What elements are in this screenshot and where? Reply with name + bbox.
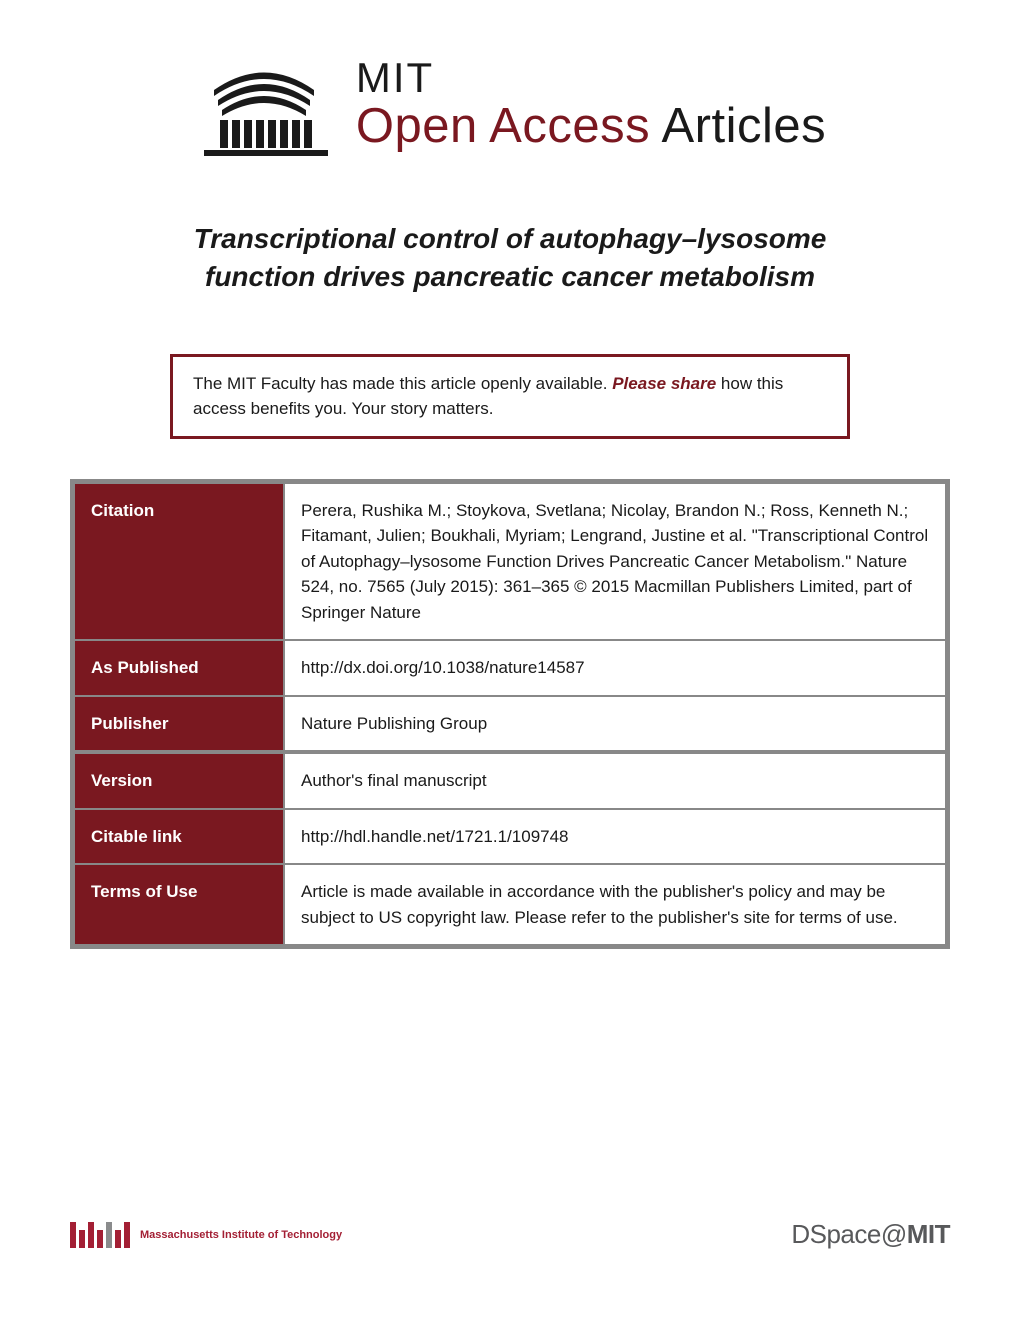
row-label: Version (74, 753, 284, 809)
dome-icon (194, 50, 334, 158)
notice-box: The MIT Faculty has made this article op… (170, 354, 850, 439)
row-value: Perera, Rushika M.; Stoykova, Svetlana; … (284, 483, 946, 641)
logo-subtitle: Open Access Articles (356, 101, 826, 152)
metadata-table: CitationPerera, Rushika M.; Stoykova, Sv… (70, 479, 950, 950)
row-value: http://hdl.handle.net/1721.1/109748 (284, 809, 946, 865)
row-value: Nature Publishing Group (284, 696, 946, 754)
mit-bars-icon (70, 1222, 130, 1248)
table-row: Citable linkhttp://hdl.handle.net/1721.1… (74, 809, 946, 865)
row-label: Citation (74, 483, 284, 641)
article-title: Transcriptional control of autophagy–lys… (150, 220, 870, 296)
mit-logo: Massachusetts Institute of Technology (70, 1222, 342, 1248)
row-label: As Published (74, 640, 284, 696)
dspace-mit: MIT (907, 1219, 950, 1249)
row-value: Article is made available in accordance … (284, 864, 946, 945)
header-logo: MIT Open Access Articles (70, 50, 950, 158)
table-row: Terms of UseArticle is made available in… (74, 864, 946, 945)
please-share-link[interactable]: Please share (612, 374, 716, 393)
logo-text: MIT Open Access Articles (356, 56, 826, 158)
notice-pre: The MIT Faculty has made this article op… (193, 374, 612, 393)
logo-mit-text: MIT (356, 56, 826, 100)
footer: Massachusetts Institute of Technology DS… (70, 1219, 950, 1250)
table-row: VersionAuthor's final manuscript (74, 753, 946, 809)
row-value: http://dx.doi.org/10.1038/nature14587 (284, 640, 946, 696)
table-row: As Publishedhttp://dx.doi.org/10.1038/na… (74, 640, 946, 696)
dspace-text: DSpace (791, 1219, 881, 1249)
dspace-at: @ (881, 1219, 907, 1249)
institution-name: Massachusetts Institute of Technology (140, 1229, 342, 1241)
row-label: Citable link (74, 809, 284, 865)
logo-open-access: Open Access (356, 99, 650, 153)
row-label: Terms of Use (74, 864, 284, 945)
table-row: PublisherNature Publishing Group (74, 696, 946, 754)
dspace-logo: DSpace@MIT (791, 1219, 950, 1250)
table-row: CitationPerera, Rushika M.; Stoykova, Sv… (74, 483, 946, 641)
row-value: Author's final manuscript (284, 753, 946, 809)
logo-articles: Articles (650, 99, 826, 153)
row-label: Publisher (74, 696, 284, 754)
